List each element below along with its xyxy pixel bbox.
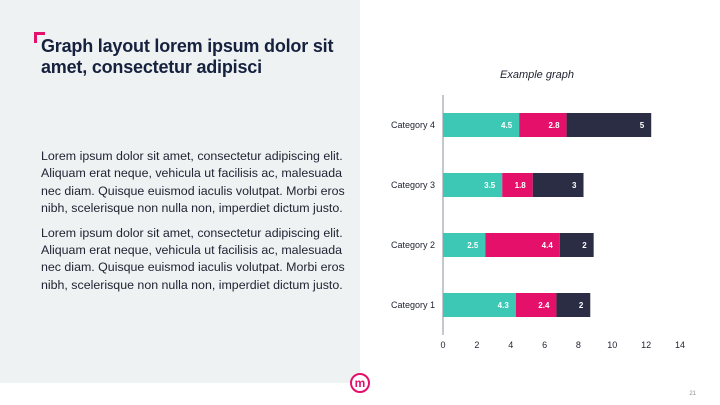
body-paragraph-2: Lorem ipsum dolor sit amet, consectetur … — [41, 225, 345, 292]
bar-segment — [443, 173, 503, 197]
x-tick-label: 0 — [440, 340, 445, 350]
bar-segment — [443, 233, 486, 257]
bar-data-label: 2.4 — [538, 301, 550, 310]
bar-segment — [485, 233, 560, 257]
left-panel: Graph layout lorem ipsum dolor sit amet,… — [0, 0, 360, 383]
chart-container: Example graph 0 2 4 6 8 10 12 14 Category 1 4.3 2.… — [370, 60, 700, 360]
chart-title: Example graph — [500, 69, 574, 81]
category-label: Category 4 — [391, 120, 435, 130]
bar-segment — [532, 173, 584, 197]
x-tick-label: 12 — [641, 340, 651, 350]
bar-data-label: 2 — [579, 301, 584, 310]
bar-data-label: 3.5 — [484, 181, 496, 190]
bar-segment — [566, 113, 652, 137]
stacked-bar-chart: 0 2 4 6 8 10 12 14 Category 1 4.3 2.4 2 Category 2 2.… — [391, 95, 685, 350]
bar-segment — [519, 113, 567, 137]
bar-segment — [515, 293, 557, 317]
bar-segment — [443, 113, 520, 137]
category-label: Category 2 — [391, 240, 435, 250]
logo-letter: m — [354, 376, 366, 390]
bar-data-label: 4.5 — [501, 121, 513, 130]
bar-segment — [502, 173, 533, 197]
page-number: 21 — [689, 391, 696, 397]
bar-data-label: 1.8 — [515, 181, 527, 190]
x-tick-label: 6 — [542, 340, 547, 350]
bar-segment — [443, 293, 516, 317]
category-label: Category 1 — [391, 300, 435, 310]
bar-segment — [556, 293, 591, 317]
bar-data-label: 4.3 — [498, 301, 510, 310]
slide-title: Graph layout lorem ipsum dolor sit amet,… — [41, 36, 334, 77]
bar-data-label: 5 — [640, 121, 645, 130]
title-corner-mark — [34, 32, 45, 43]
category-label: Category 3 — [391, 180, 435, 190]
bar-data-label: 4.4 — [542, 241, 554, 250]
bar-data-label: 2.8 — [548, 121, 560, 130]
bar-segment — [559, 233, 594, 257]
brand-logo-icon: m — [350, 373, 370, 393]
body-text: Lorem ipsum dolor sit amet, consectetur … — [41, 148, 347, 301]
x-tick-label: 4 — [508, 340, 513, 350]
bar-data-label: 2 — [582, 241, 587, 250]
bar-data-label: 2.5 — [467, 241, 479, 250]
bar-data-label: 3 — [572, 181, 577, 190]
x-tick-label: 2 — [474, 340, 479, 350]
body-paragraph-1: Lorem ipsum dolor sit amet, consectetur … — [41, 149, 345, 216]
x-tick-label: 8 — [576, 340, 581, 350]
x-tick-label: 10 — [607, 340, 617, 350]
x-tick-label: 14 — [675, 340, 685, 350]
